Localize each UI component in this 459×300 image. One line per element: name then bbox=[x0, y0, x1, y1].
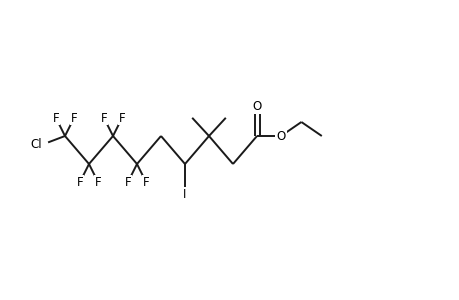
Text: Cl: Cl bbox=[30, 138, 42, 151]
Text: F: F bbox=[101, 112, 107, 124]
Text: F: F bbox=[118, 112, 125, 124]
Text: O: O bbox=[276, 130, 285, 142]
Text: F: F bbox=[77, 176, 83, 188]
Text: I: I bbox=[183, 188, 186, 200]
Text: F: F bbox=[53, 112, 59, 124]
Text: F: F bbox=[95, 176, 101, 188]
Text: O: O bbox=[252, 100, 261, 113]
Text: F: F bbox=[142, 176, 149, 188]
Text: F: F bbox=[71, 112, 77, 124]
Text: F: F bbox=[124, 176, 131, 188]
